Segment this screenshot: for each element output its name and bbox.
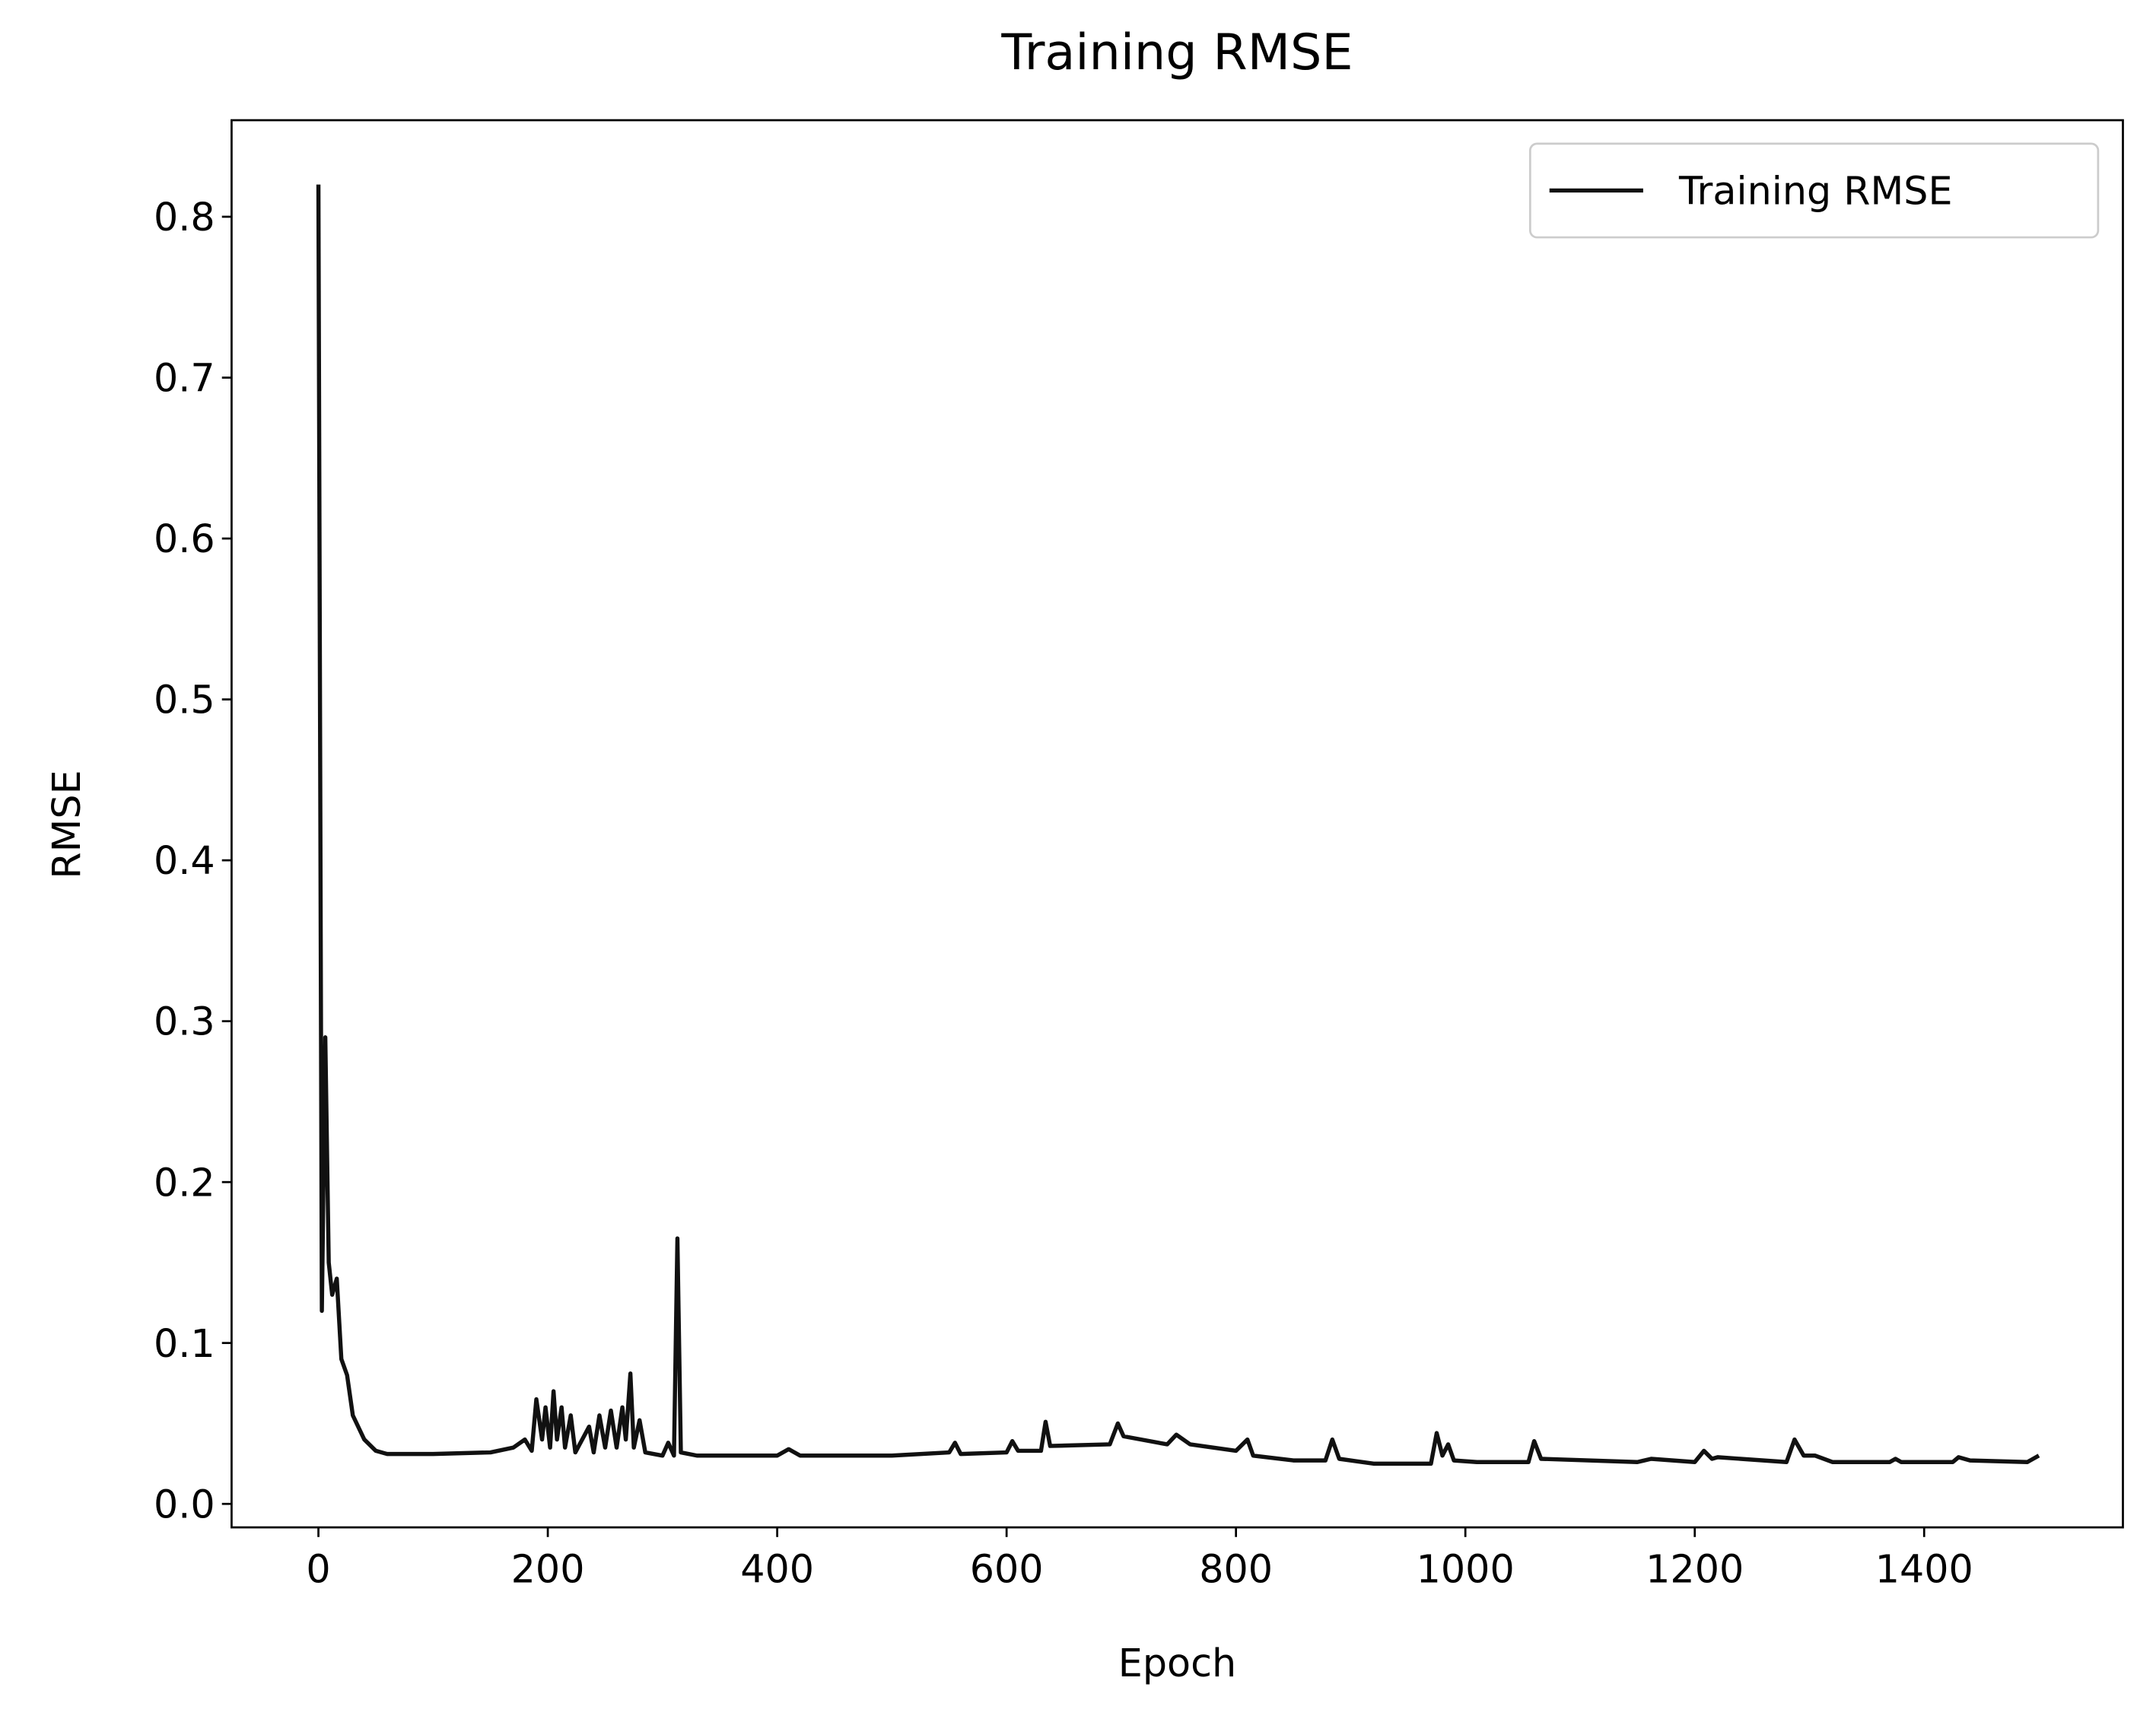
y-tick-label: 0.5 [154, 678, 215, 723]
y-tick-label: 0.1 [154, 1321, 215, 1366]
x-tick-label: 0 [306, 1547, 330, 1592]
x-tick-label: 800 [1199, 1547, 1273, 1592]
y-tick-label: 0.6 [154, 516, 215, 561]
x-tick-label: 400 [740, 1547, 814, 1592]
legend-box [1528, 142, 2100, 239]
y-axis-label: RMSE [44, 770, 89, 878]
chart-title: Training RMSE [1000, 24, 1353, 81]
x-tick-label: 1400 [1875, 1547, 1973, 1592]
data-line [316, 184, 2040, 1466]
y-tick-label: 0.7 [154, 356, 215, 401]
plot-frame [231, 119, 2124, 1529]
x-axis-label: Epoch [1118, 1641, 1236, 1685]
y-tick-label: 0.0 [154, 1482, 215, 1527]
y-tick-label: 0.3 [154, 999, 215, 1044]
x-tick-label: 200 [511, 1547, 585, 1592]
x-tick-label: 1000 [1417, 1547, 1515, 1592]
x-tick-label: 1200 [1646, 1547, 1744, 1592]
y-tick-label: 0.8 [154, 195, 215, 240]
y-tick-label: 0.2 [154, 1160, 215, 1205]
x-tick-label: 600 [970, 1547, 1044, 1592]
legend-label: Training RMSE [1678, 169, 1953, 214]
y-tick-label: 0.4 [154, 838, 215, 883]
